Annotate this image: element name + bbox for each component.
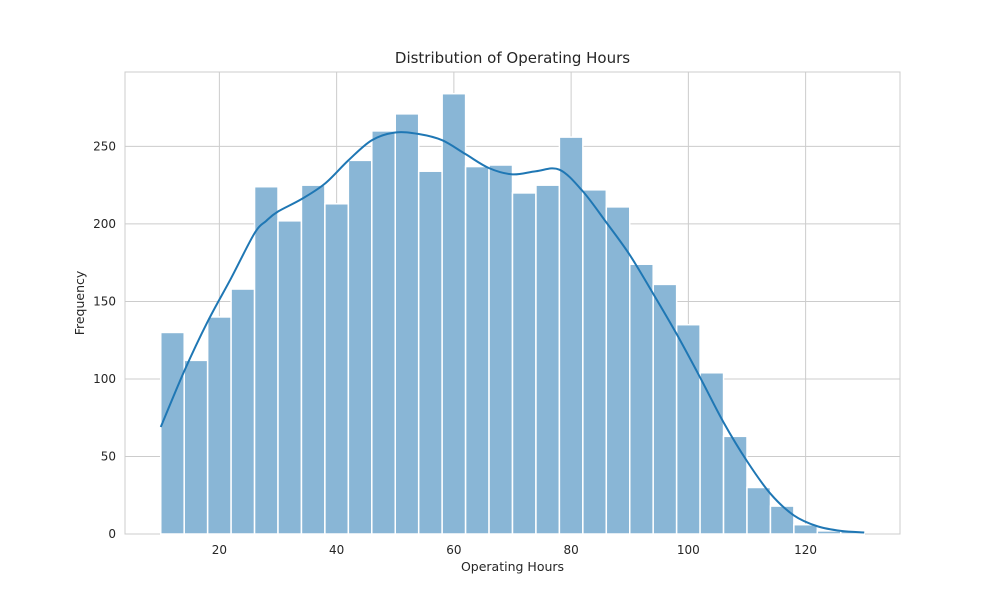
x-axis-label: Operating Hours — [461, 559, 564, 574]
histogram-bar — [277, 220, 303, 535]
histogram-bar — [300, 184, 326, 535]
histogram-bar — [324, 203, 350, 535]
histogram-bar — [746, 486, 772, 535]
histogram-bar — [535, 184, 561, 535]
histogram-bar — [183, 359, 209, 535]
histogram-bar — [511, 192, 537, 535]
histogram-bar — [628, 263, 654, 535]
x-tick-label: 40 — [329, 543, 344, 557]
kde-layer — [159, 131, 865, 534]
y-tick-label: 250 — [93, 139, 116, 153]
histogram-bar — [464, 165, 490, 535]
histogram-bar — [793, 523, 819, 535]
histogram-bar — [722, 435, 748, 535]
y-tick-labels: 0 50 100 150 200 250 — [93, 139, 116, 541]
histogram-bar — [394, 113, 420, 535]
histogram-bar — [160, 331, 185, 535]
histogram-bar — [769, 505, 795, 535]
y-tick-label: 100 — [93, 372, 116, 386]
x-tick-label: 80 — [563, 543, 578, 557]
histogram-bar — [582, 189, 608, 535]
kde-curve — [159, 131, 865, 534]
histogram-bars — [160, 92, 865, 535]
x-tick-label: 20 — [212, 543, 227, 557]
y-tick-label: 0 — [108, 527, 116, 541]
histogram-bar — [699, 372, 725, 535]
y-tick-label: 150 — [93, 294, 116, 308]
y-tick-label: 200 — [93, 217, 116, 231]
x-tick-label: 120 — [794, 543, 817, 557]
chart-title: Distribution of Operating Hours — [395, 49, 630, 67]
histogram-bar — [230, 288, 256, 535]
histogram-bar — [605, 206, 631, 535]
x-tick-labels: 20 40 60 80 100 120 — [212, 543, 817, 557]
y-axis-label: Frequency — [72, 270, 87, 335]
y-tick-label: 50 — [101, 449, 116, 463]
histogram-bar — [417, 170, 443, 535]
histogram-bar — [347, 159, 373, 535]
histogram-bar — [652, 283, 678, 535]
histogram-bar — [488, 164, 514, 535]
x-tick-label: 100 — [677, 543, 700, 557]
x-tick-label: 60 — [446, 543, 461, 557]
histogram-bar — [371, 130, 397, 535]
histogram-bar — [558, 136, 584, 535]
histogram-bar — [253, 185, 279, 535]
histogram-bar — [441, 92, 467, 535]
histogram-bar — [206, 316, 232, 535]
